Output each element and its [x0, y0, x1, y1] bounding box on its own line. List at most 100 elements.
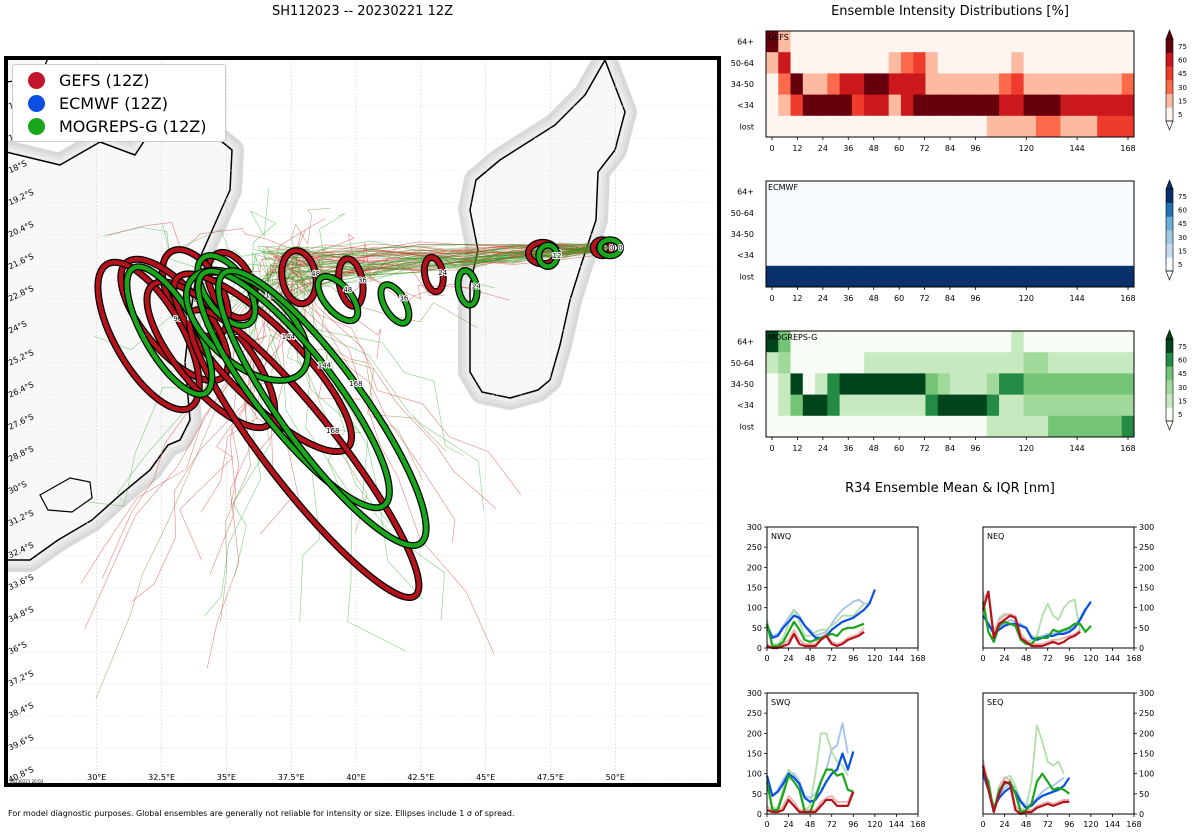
intensity-cell-blues [950, 265, 963, 288]
intensity-cell-blues [888, 181, 902, 203]
intensity-row-label: <34 [737, 251, 754, 260]
r34-y-label: 0 [757, 644, 762, 653]
r34-y-label: 250 [747, 543, 762, 552]
mogreps-ellipse [195, 268, 392, 510]
lon-tick-label: 40°E [346, 773, 365, 782]
intensity-row-label: 50-64 [731, 209, 754, 218]
intensity-cell-reds [815, 73, 828, 96]
intensity-cell-reds [802, 31, 816, 53]
r34-ecmwf-iqr-line [766, 598, 870, 637]
intensity-cell-blues [802, 202, 816, 224]
intensity-cell-greens [1084, 373, 1098, 396]
intensity-cell-greens [802, 352, 816, 374]
intensity-cell-greens [900, 373, 914, 396]
intensity-cell-blues [937, 223, 951, 246]
colorbar-min-arrow [1165, 120, 1174, 131]
intensity-cell-greens [766, 394, 779, 417]
r34-panel-bg [767, 527, 918, 648]
colorbar-swatch-reds [1166, 107, 1173, 122]
intensity-cell-blues [999, 244, 1012, 267]
intensity-cell-reds [925, 94, 939, 117]
intensity-cell-reds [888, 31, 902, 53]
intensity-cell-blues [937, 181, 951, 203]
intensity-cell-greens [864, 373, 877, 396]
colorbar-tick-label: 30 [1178, 84, 1187, 92]
intensity-cell-blues [900, 181, 914, 203]
r34-mogreps-iqr-line [766, 732, 849, 811]
intensity-cell-reds [900, 115, 914, 138]
mogreps-ellipse [597, 237, 623, 259]
intensity-cell-greens [790, 415, 804, 438]
intensity-row-label: 64+ [737, 188, 754, 197]
intensity-cell-greens [839, 394, 853, 417]
intensity-x-label: 96 [970, 444, 980, 453]
colorbar-tick-label: 75 [1178, 193, 1187, 201]
intensity-cell-reds [1072, 52, 1086, 74]
intensity-cell-reds [1097, 52, 1110, 74]
intensity-cell-reds [950, 115, 963, 138]
mogreps-hour-label: 24 [472, 282, 481, 290]
intensity-cell-greens [1072, 331, 1086, 353]
intensity-cell-reds [937, 73, 951, 96]
intensity-cell-blues [913, 244, 926, 267]
intensity-cell-reds [1011, 31, 1025, 53]
intensity-cell-reds [1023, 31, 1037, 53]
intensity-cell-greens [1035, 373, 1049, 396]
intensity-cell-blues [1035, 181, 1049, 203]
intensity-cell-reds [1060, 52, 1074, 74]
intensity-cell-blues [962, 244, 976, 267]
r34-x-label: 72 [827, 654, 837, 663]
gefs-hour-label: 168 [326, 427, 339, 435]
intensity-cell-reds [851, 94, 865, 117]
intensity-x-label: 0 [769, 294, 774, 303]
r34-panel-name: NWQ [771, 532, 791, 541]
intensity-cell-reds [999, 94, 1012, 117]
r34-panel-name: SEQ [987, 698, 1003, 707]
gefs-ellipse [279, 248, 319, 306]
intensity-cell-reds [986, 94, 1000, 117]
intensity-cell-reds [1121, 115, 1135, 138]
intensity-x-label: 24 [818, 444, 828, 453]
intensity-cell-greens [1084, 331, 1098, 353]
intensity-cell-reds [1109, 52, 1123, 74]
r34-x-label: 120 [1083, 654, 1098, 663]
intensity-cell-reds [1060, 115, 1074, 138]
intensity-cell-reds [851, 73, 865, 96]
legend-item-ecmwf: ECMWF (12Z) [19, 92, 168, 114]
intensity-cell-blues [1048, 181, 1061, 203]
intensity-cell-reds [900, 94, 914, 117]
intensity-cell-reds [815, 31, 828, 53]
intensity-cell-blues [790, 244, 804, 267]
intensity-cell-blues [827, 265, 841, 288]
colorbar-tick-label: 15 [1178, 398, 1187, 406]
intensity-cell-greens [1121, 415, 1135, 438]
intensity-cell-blues [1023, 202, 1037, 224]
intensity-cell-greens [839, 415, 853, 438]
r34-x-label: 144 [889, 820, 904, 829]
intensity-cell-greens [962, 373, 976, 396]
lon-tick-label: 35°E [217, 773, 236, 782]
colorbar-swatch-blues [1166, 243, 1173, 258]
colorbar-tick-label: 30 [1178, 234, 1187, 242]
intensity-cell-blues [1023, 223, 1037, 246]
r34-x-label: 120 [867, 820, 882, 829]
intensity-cell-blues [962, 181, 976, 203]
intensity-row-label: 34-50 [731, 230, 754, 239]
intensity-cell-blues [802, 244, 816, 267]
mogreps-hour-label: 144 [318, 361, 332, 369]
intensity-cell-reds [790, 94, 804, 117]
intensity-cell-blues [851, 244, 865, 267]
intensity-cell-reds [827, 31, 841, 53]
r34-x-label: 72 [827, 820, 837, 829]
intensity-row-label: 34-50 [731, 80, 754, 89]
intensity-x-label: 96 [970, 294, 980, 303]
intensity-cell-blues [1060, 223, 1074, 246]
intensity-cell-reds [790, 52, 804, 74]
intensity-cell-greens [815, 373, 828, 396]
intensity-cell-greens [876, 373, 890, 396]
intensity-cell-blues [900, 265, 914, 288]
intensity-cell-greens [1097, 373, 1110, 396]
colorbar-swatch-blues [1166, 257, 1173, 272]
r34-y-label: 150 [1139, 584, 1154, 593]
mogreps-hour-label: 168 [349, 380, 362, 388]
